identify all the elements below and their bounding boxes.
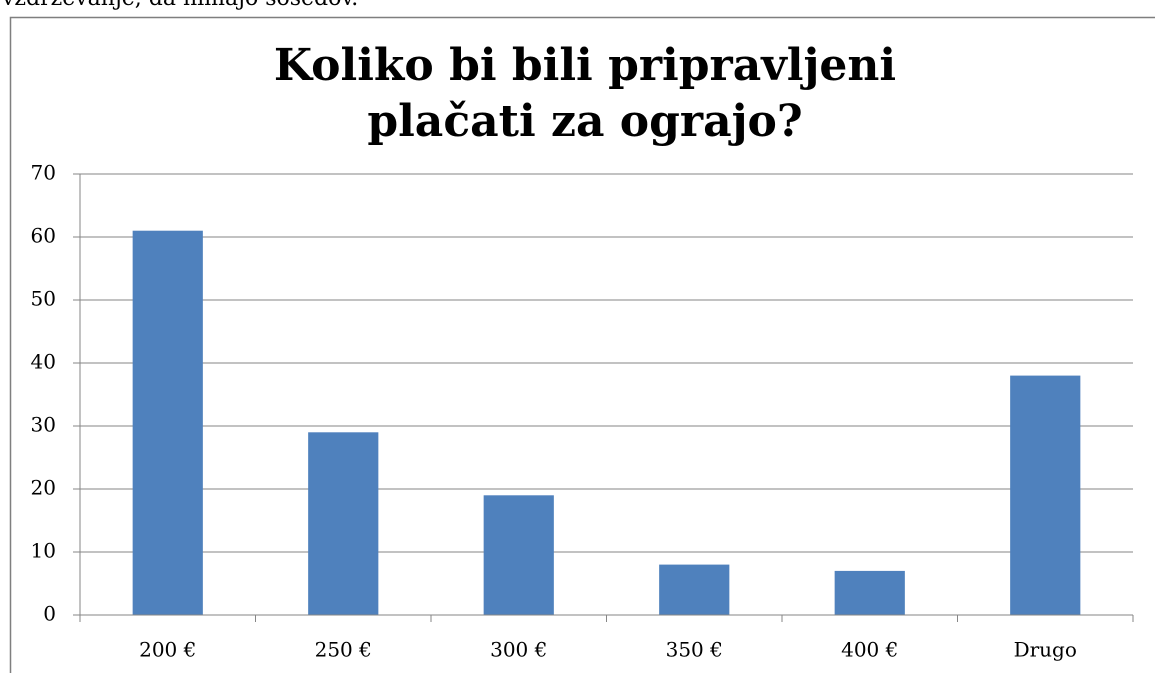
y-tick-label: 50 <box>31 287 56 311</box>
bar <box>659 564 730 615</box>
chart-frame <box>9 16 1155 673</box>
x-tick-label: 300 € <box>490 638 547 662</box>
x-tick-label: Drugo <box>1014 638 1077 662</box>
y-tick-label: 0 <box>43 602 56 626</box>
bar <box>483 495 554 615</box>
bar <box>308 432 379 615</box>
y-tick-label: 60 <box>31 224 56 248</box>
bar <box>132 230 203 615</box>
y-tick-label: 20 <box>31 476 56 500</box>
x-tick-label: 400 € <box>841 638 898 662</box>
context-text: vzdrževanje, da nimajo sosedov. <box>2 0 358 11</box>
y-tick-label: 10 <box>31 539 56 563</box>
x-tick-label: 250 € <box>315 638 372 662</box>
x-tick-label: 200 € <box>139 638 196 662</box>
y-tick-label: 30 <box>31 413 56 437</box>
bar <box>834 570 905 615</box>
y-tick-label: 40 <box>31 350 56 374</box>
x-tick-label: 350 € <box>666 638 723 662</box>
bar <box>1010 375 1081 615</box>
y-tick-label: 70 <box>31 161 56 185</box>
chart-title: Koliko bi bili pripravljeni plačati za o… <box>273 40 897 147</box>
